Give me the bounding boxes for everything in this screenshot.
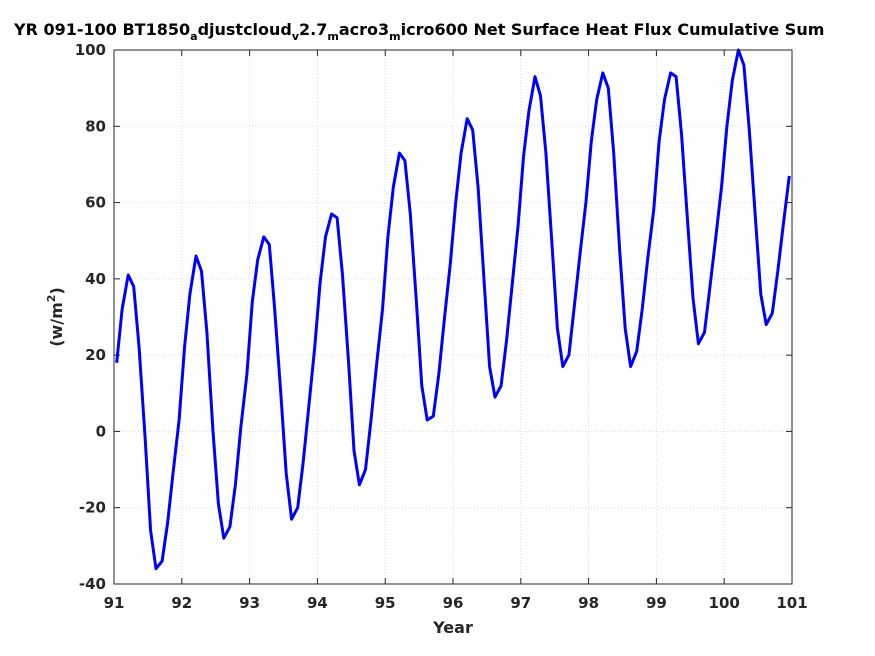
- series-line: [115, 48, 791, 571]
- plot-frame: [113, 49, 793, 585]
- x-tick-label: 96: [443, 594, 464, 612]
- y-axis-label-main: (w/m: [47, 302, 66, 347]
- x-tick-label: 95: [375, 594, 396, 612]
- title-segment: v: [292, 30, 300, 43]
- x-axis-label: Year: [432, 618, 473, 637]
- x-tick-label: 94: [307, 594, 328, 612]
- grid-lines: [114, 50, 792, 584]
- title-segment: YR 091-100 BT1850: [13, 20, 190, 39]
- y-axis-label-sup: 2: [45, 295, 58, 303]
- x-tick-label: 97: [510, 594, 531, 612]
- y-tick-label: 60: [85, 194, 106, 212]
- x-tick-label: 100: [709, 594, 740, 612]
- x-tick-label: 98: [578, 594, 599, 612]
- x-tick-label: 99: [646, 594, 667, 612]
- x-tick-label: 91: [104, 594, 125, 612]
- y-tick-label: -40: [79, 575, 106, 593]
- title-segment: icro600 Net Surface Heat Flux Cumulative…: [401, 20, 825, 39]
- y-tick-label: 0: [96, 422, 106, 440]
- y-tick-label: 100: [75, 41, 106, 59]
- x-tick-label: 92: [171, 594, 192, 612]
- x-tick-label: 101: [776, 594, 807, 612]
- tick-labels: 91 92 93 94 95 96 97 98 99 100 101 -40 -20 0 20 40 60 80 1…: [75, 41, 808, 612]
- title-segment: m: [389, 30, 400, 43]
- y-axis-label: (w/m2): [45, 287, 66, 347]
- x-tick-label: 93: [239, 594, 260, 612]
- y-tick-label: 20: [85, 346, 106, 364]
- chart-title: YR 091-100 BT1850adjustcloudv2.7macro3mi…: [13, 20, 824, 43]
- y-tick-label: 80: [85, 117, 106, 135]
- title-segment: djustcloud: [198, 20, 292, 39]
- title-segment: 2.7: [299, 20, 327, 39]
- title-segment: acro3: [339, 20, 389, 39]
- y-axis-label-end: ): [47, 287, 66, 294]
- title-segment: a: [190, 30, 197, 43]
- y-tick-label: -20: [79, 499, 106, 517]
- title-segment: m: [327, 30, 338, 43]
- series-layer: [115, 48, 791, 571]
- y-tick-label: 40: [85, 270, 106, 288]
